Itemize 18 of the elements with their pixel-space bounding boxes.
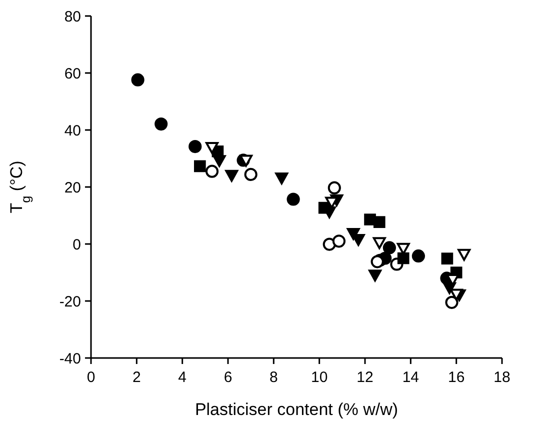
y-tick-label: 0 xyxy=(72,236,81,254)
y-tick-label: 40 xyxy=(64,122,81,140)
x-tick-label: 14 xyxy=(402,369,420,386)
y-tick-label: 20 xyxy=(64,179,81,196)
x-tick-label: 6 xyxy=(224,369,232,386)
x-tick-label: 2 xyxy=(132,369,141,386)
y-tick-label: -40 xyxy=(59,350,81,368)
x-tick-label: 12 xyxy=(356,369,374,386)
x-tick-label: 8 xyxy=(269,369,278,386)
y-tick-label: -20 xyxy=(59,293,81,310)
x-tick-label: 10 xyxy=(310,369,328,386)
x-tick-label: 4 xyxy=(178,369,187,386)
y-tick-label: 60 xyxy=(64,65,81,82)
y-tick-label: 80 xyxy=(64,8,81,26)
x-tick-label: 0 xyxy=(86,369,96,386)
x-tick-label: 16 xyxy=(448,369,465,386)
x-axis-title: Plasticiser content (% w/w) xyxy=(194,400,398,419)
x-tick-label: 18 xyxy=(494,369,510,386)
